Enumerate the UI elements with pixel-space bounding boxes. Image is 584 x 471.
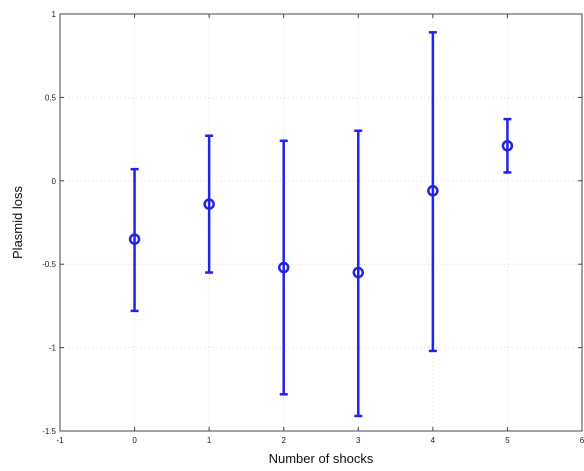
x-tick-label: 0 bbox=[132, 436, 137, 445]
y-tick-label: -0.5 bbox=[42, 260, 56, 269]
data-point-group bbox=[427, 31, 439, 353]
data-point-marker bbox=[277, 261, 290, 274]
x-tick-label: 1 bbox=[207, 436, 212, 445]
data-point-marker bbox=[427, 185, 439, 197]
y-tick-label: -1 bbox=[49, 344, 57, 353]
data-point-group bbox=[203, 134, 215, 274]
x-tick-label: -1 bbox=[56, 436, 64, 445]
y-tick-label: 0.5 bbox=[45, 93, 57, 102]
x-tick-label: 5 bbox=[505, 436, 510, 445]
x-tick-label: 3 bbox=[356, 436, 361, 445]
data-point-group bbox=[352, 129, 365, 418]
y-tick-label: 0 bbox=[52, 177, 57, 186]
axis-ticks: -1 0 1 2 3 4 5 6-1.5-1-0.500.51 bbox=[42, 10, 584, 445]
plot-area bbox=[59, 13, 583, 432]
x-tick-label: 4 bbox=[431, 436, 436, 445]
data-point-group bbox=[128, 167, 141, 313]
data-point-group bbox=[501, 117, 514, 174]
x-axis-label: Number of shocks bbox=[269, 451, 374, 466]
data-point-group bbox=[277, 139, 290, 396]
y-tick-label: -1.5 bbox=[42, 427, 56, 436]
x-tick-label: 2 bbox=[281, 436, 286, 445]
y-tick-label: 1 bbox=[52, 10, 57, 19]
data-point-marker bbox=[501, 140, 514, 152]
data-point-marker bbox=[203, 198, 215, 210]
x-tick-label: 6 bbox=[580, 436, 584, 445]
data-point-marker bbox=[128, 233, 141, 245]
y-axis-label: Plasmid loss bbox=[10, 186, 25, 259]
data-point-marker bbox=[352, 266, 365, 279]
data-series bbox=[128, 31, 514, 418]
